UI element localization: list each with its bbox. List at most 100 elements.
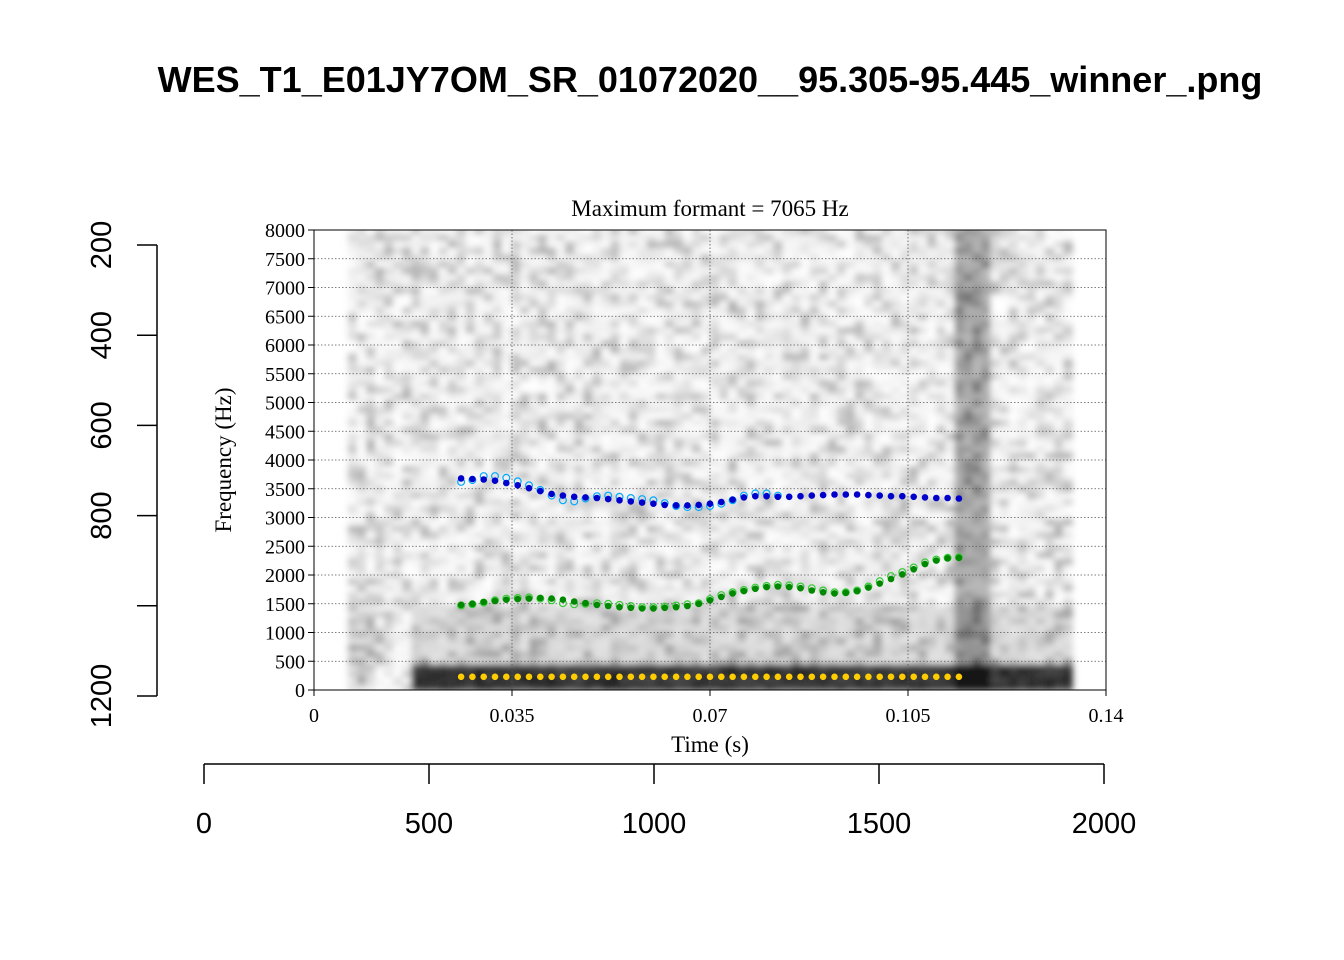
spectrogram-cell	[854, 656, 865, 665]
spectrogram-cell	[646, 399, 657, 407]
spectrogram-cell	[411, 656, 422, 665]
spectrogram-cell	[347, 418, 358, 427]
spectrogram-cell	[501, 630, 512, 638]
spectrogram-cell	[827, 346, 838, 354]
spectrogram-cell	[664, 590, 675, 599]
spectrogram-cell	[375, 379, 385, 387]
spectrogram-cell	[954, 392, 965, 400]
spectrogram-cell	[583, 498, 594, 506]
spectrogram-cell	[673, 584, 684, 592]
spectrogram-cell	[963, 577, 974, 585]
spectrogram-cell	[891, 610, 901, 618]
spectrogram-cell	[836, 313, 847, 321]
spectrogram-cell	[347, 286, 358, 294]
spectrogram-cell	[565, 405, 576, 414]
spectrogram-cell	[900, 478, 910, 486]
spectrogram-cell	[456, 286, 467, 294]
spectrogram-cell	[501, 537, 512, 546]
spectrogram-cell	[900, 610, 910, 618]
spectrogram-cell	[465, 663, 476, 671]
spectrogram-cell	[872, 253, 883, 261]
spectrogram-cell	[737, 260, 748, 268]
spectrogram-cell	[891, 438, 901, 447]
spectrogram-cell	[465, 379, 476, 387]
spectrogram-cell	[909, 266, 919, 275]
spectrogram-cell	[882, 372, 892, 380]
spectrogram-cell	[827, 438, 838, 447]
spectrogram-cell	[474, 230, 485, 235]
spectrogram-cell	[918, 405, 929, 414]
spectrogram-cell	[927, 524, 938, 533]
spectrogram-cell	[791, 617, 802, 625]
spectrogram-cell	[918, 293, 929, 301]
spectrogram-cell	[411, 332, 422, 341]
spectrogram-cell	[691, 253, 702, 261]
spectrogram-cell	[782, 346, 793, 354]
spectrogram-cell	[456, 637, 467, 645]
spectrogram-cell	[755, 299, 766, 308]
spectrogram-cell	[845, 260, 856, 268]
spectrogram-cell	[691, 637, 702, 645]
spectrogram-cell	[474, 630, 485, 638]
spectrogram-cell	[818, 643, 829, 652]
spectrogram-cell	[411, 233, 422, 242]
spectrogram-cell	[737, 617, 748, 625]
spectrogram-cell	[863, 637, 874, 645]
spectrogram-cell	[556, 617, 566, 625]
spectrogram-cell	[809, 537, 820, 546]
spectrogram-cell	[574, 352, 585, 361]
spectrogram-cell	[710, 604, 720, 612]
spectrogram-cell	[619, 445, 630, 453]
spectrogram-cell	[664, 352, 675, 361]
spectrogram-cell	[637, 643, 648, 652]
spectrogram-cell	[556, 280, 566, 288]
spectrogram-cell	[728, 518, 738, 526]
spectrogram-cell	[863, 372, 874, 380]
spectrogram-cell	[366, 617, 376, 625]
spectrogram-cell	[963, 630, 974, 638]
spectrogram-cell	[737, 247, 748, 255]
spectrogram-cell	[347, 253, 358, 261]
spectrogram-cell	[791, 412, 802, 420]
spectrogram-cell	[619, 590, 630, 599]
spectrogram-cell	[483, 286, 494, 294]
spectrogram-cell	[719, 260, 729, 268]
spectrogram-cell	[710, 478, 720, 486]
spectrogram-cell	[447, 346, 458, 354]
spectrogram-cell	[854, 399, 865, 407]
spectrogram-cell	[737, 564, 748, 572]
spectrogram-cell	[773, 518, 784, 526]
spectrogram-cell	[673, 260, 684, 268]
spectrogram-cell	[637, 630, 648, 638]
spectrogram-cell	[637, 531, 648, 539]
spectrogram-cell	[429, 230, 440, 235]
spectrogram-cell	[510, 352, 521, 361]
spectrogram-cell	[981, 286, 992, 294]
spectrogram-cell	[655, 564, 666, 572]
spectrogram-cell	[411, 544, 422, 552]
spectrogram-cell	[773, 676, 784, 685]
spectrogram-cell	[836, 577, 847, 585]
spectrogram-cell	[538, 352, 548, 361]
spectrogram-cell	[827, 432, 838, 440]
spectrogram-cell	[474, 610, 485, 618]
spectrogram-cell	[447, 339, 458, 347]
spectrogram-cell	[863, 458, 874, 466]
spectrogram-cell	[972, 319, 983, 328]
spectrogram-cell	[691, 280, 702, 288]
spectrogram-cell	[800, 339, 811, 347]
spectrogram-cell	[945, 623, 956, 632]
spectrogram-cell	[773, 293, 784, 301]
spectrogram-cell	[420, 531, 431, 539]
spectrogram-cell	[927, 286, 938, 294]
spectrogram-cell	[863, 412, 874, 420]
spectrogram-cell	[456, 445, 467, 453]
spectrogram-cell	[673, 313, 684, 321]
spectrogram-cell	[728, 604, 738, 612]
spectrogram-cell	[854, 359, 865, 367]
spectrogram-cell	[854, 683, 865, 690]
spectrogram-cell	[845, 564, 856, 572]
spectrogram-cell	[936, 319, 947, 328]
spectrogram-cell	[891, 604, 901, 612]
spectrogram-cell	[483, 537, 494, 546]
